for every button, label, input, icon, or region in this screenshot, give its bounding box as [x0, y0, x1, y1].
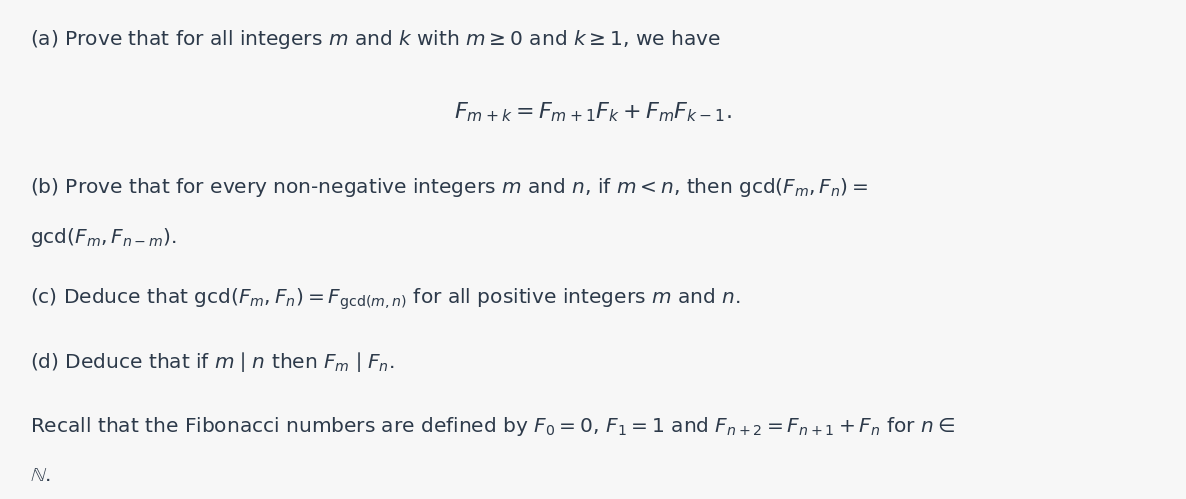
Text: Recall that the Fibonacci numbers are defined by $F_0 = 0,\, F_1 = 1$ and $F_{n+: Recall that the Fibonacci numbers are de… [30, 415, 955, 438]
Text: $\mathrm{gcd}(F_m, F_{n-m}).$: $\mathrm{gcd}(F_m, F_{n-m}).$ [30, 226, 177, 249]
Text: (d) Deduce that if $m \mid n$ then $F_m \mid F_n$.: (d) Deduce that if $m \mid n$ then $F_m … [30, 350, 394, 374]
Text: (c) Deduce that $\mathrm{gcd}(F_m, F_n) = F_{\mathrm{gcd}(m,n)}$ for all positiv: (c) Deduce that $\mathrm{gcd}(F_m, F_n) … [30, 286, 740, 312]
Text: (a) Prove that for all integers $m$ and $k$ with $m \geq 0$ and $k \geq 1$, we h: (a) Prove that for all integers $m$ and … [30, 28, 720, 51]
Text: $F_{m+k} = F_{m+1}F_k + F_m F_{k-1}.$: $F_{m+k} = F_{m+1}F_k + F_m F_{k-1}.$ [454, 100, 732, 124]
Text: (b) Prove that for every non-negative integers $m$ and $n$, if $m < n$, then $\m: (b) Prove that for every non-negative in… [30, 176, 868, 199]
Text: $\mathbb{N}$.: $\mathbb{N}$. [30, 466, 51, 485]
